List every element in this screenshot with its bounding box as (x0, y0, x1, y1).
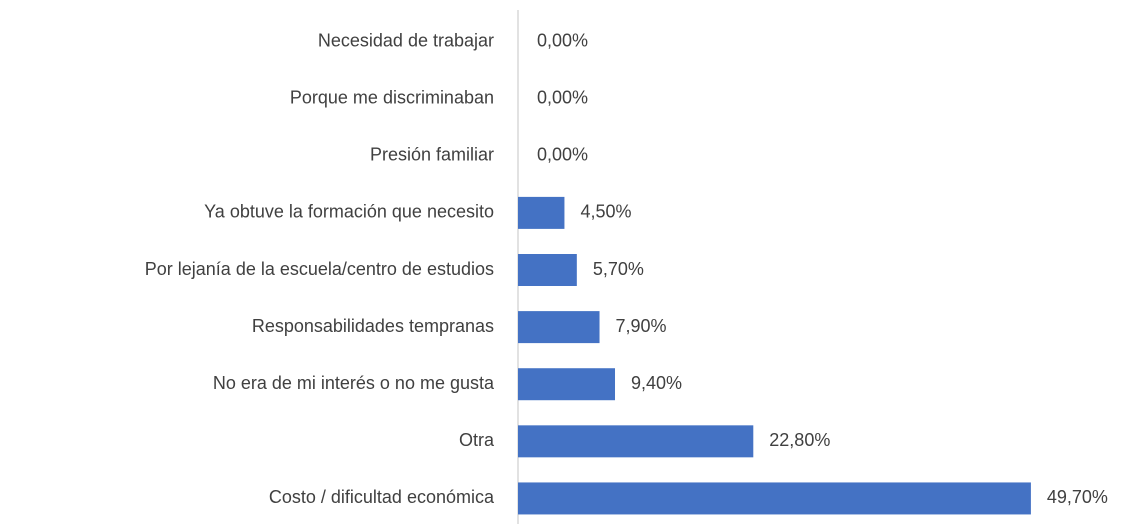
category-label: Responsabilidades tempranas (252, 316, 494, 336)
category-label: No era de mi interés o no me gusta (213, 373, 495, 393)
value-label: 0,00% (537, 87, 588, 107)
bar (518, 196, 565, 229)
value-label: 5,70% (593, 259, 644, 279)
category-label: Ya obtuve la formación que necesito (204, 202, 494, 222)
category-label: Otra (459, 430, 495, 450)
bar (518, 425, 754, 458)
bar (518, 311, 600, 344)
category-label: Por lejanía de la escuela/centro de estu… (145, 259, 494, 279)
category-label: Necesidad de trabajar (318, 30, 494, 50)
bar (518, 254, 577, 286)
value-label: 0,00% (537, 30, 588, 50)
category-label: Porque me discriminaban (290, 87, 494, 107)
category-label: Costo / dificultad económica (269, 487, 495, 507)
value-label: 22,80% (769, 430, 830, 450)
bar (518, 368, 616, 401)
value-label: 9,40% (631, 373, 682, 393)
value-label: 0,00% (537, 145, 588, 165)
value-label: 7,90% (616, 316, 667, 336)
value-label: 4,50% (580, 202, 631, 222)
value-label: 49,70% (1047, 487, 1108, 507)
bar (518, 482, 1031, 515)
category-label: Presión familiar (370, 145, 494, 165)
